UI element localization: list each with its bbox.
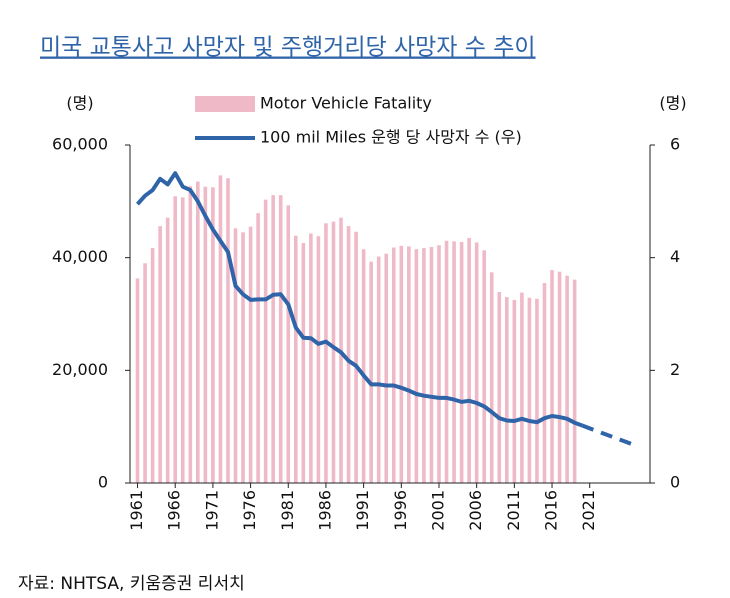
bar xyxy=(535,298,539,483)
projection-line xyxy=(581,423,636,448)
bar xyxy=(550,270,554,483)
bar xyxy=(150,248,155,483)
bar xyxy=(354,231,358,483)
x-tick-label: 1961 xyxy=(127,490,146,531)
source: 자료: NHTSA, 키움증권 리서치 xyxy=(18,574,245,594)
bar xyxy=(324,223,328,483)
bar xyxy=(489,272,494,483)
bar xyxy=(422,248,426,483)
bar xyxy=(572,279,577,483)
bar xyxy=(429,246,434,483)
bar xyxy=(165,217,170,484)
bar xyxy=(271,195,275,484)
bar xyxy=(361,249,366,483)
bar xyxy=(278,195,283,484)
bar xyxy=(293,235,298,483)
bar xyxy=(497,292,502,483)
bar xyxy=(512,299,517,483)
y2-tick-label: 0 xyxy=(670,473,680,492)
legend-swatch xyxy=(195,96,255,112)
x-tick-label: 1981 xyxy=(278,490,297,531)
bar xyxy=(135,278,140,483)
bar xyxy=(369,261,373,483)
bar xyxy=(542,283,547,483)
bar xyxy=(474,242,479,483)
x-tick-label: 2016 xyxy=(542,490,561,531)
y2-tick-label: 6 xyxy=(670,135,680,154)
bar xyxy=(444,240,449,483)
bar xyxy=(180,197,185,483)
y-tick-label: 60,000 xyxy=(52,135,108,154)
bar xyxy=(437,245,441,483)
bar xyxy=(286,205,291,483)
legend-label: 100 mil Miles 운행 당 사망자 수 (우) xyxy=(260,128,522,147)
bar xyxy=(505,297,509,483)
x-tick-label: 1996 xyxy=(391,490,410,531)
x-tick-label: 1966 xyxy=(165,490,184,531)
bar xyxy=(407,246,411,483)
y-tick-label: 20,000 xyxy=(52,360,108,379)
bar xyxy=(233,228,238,483)
bar xyxy=(527,297,532,483)
bar xyxy=(376,256,381,483)
bar xyxy=(241,232,245,483)
y-tick-label: 0 xyxy=(98,473,108,492)
legend-label: Motor Vehicle Fatality xyxy=(260,94,432,113)
bar xyxy=(520,292,524,483)
bar xyxy=(482,250,487,483)
bar xyxy=(346,226,351,483)
bar xyxy=(399,245,404,483)
bar xyxy=(158,226,162,483)
x-tick-label: 1971 xyxy=(202,490,221,531)
line xyxy=(136,171,583,428)
bar xyxy=(173,196,178,483)
x-tick-label: 1986 xyxy=(315,490,334,531)
bar xyxy=(301,243,306,483)
bar xyxy=(391,247,396,483)
y-unit: (명) xyxy=(66,94,93,113)
bar xyxy=(226,178,230,483)
chart-title: 미국 교통사고 사망자 및 주행거리당 사망자 수 추이 xyxy=(40,35,536,61)
bar xyxy=(188,186,193,483)
bar xyxy=(196,181,200,483)
bar xyxy=(384,253,389,483)
y2-tick-label: 2 xyxy=(670,360,680,379)
bar xyxy=(316,236,321,483)
x-tick-label: 1976 xyxy=(240,490,259,531)
y2-tick-label: 4 xyxy=(670,247,680,266)
bar xyxy=(143,263,147,483)
bar xyxy=(203,186,208,484)
y-tick-label: 40,000 xyxy=(52,247,108,266)
bar xyxy=(557,271,562,483)
y2-unit: (명) xyxy=(659,94,686,113)
bar xyxy=(331,221,336,483)
bar xyxy=(248,226,253,483)
bar xyxy=(256,213,260,483)
bar xyxy=(459,241,464,483)
x-tick-label: 1991 xyxy=(353,490,372,531)
bar xyxy=(211,187,215,483)
bar xyxy=(467,237,471,483)
bar xyxy=(218,175,223,484)
x-tick-label: 2021 xyxy=(579,490,598,531)
bar xyxy=(452,241,456,483)
bar xyxy=(263,199,268,484)
bar xyxy=(565,275,569,483)
x-tick-label: 2001 xyxy=(428,490,447,531)
x-tick-label: 2006 xyxy=(466,490,485,531)
x-tick-label: 2011 xyxy=(504,490,523,531)
bar xyxy=(414,249,419,483)
bar xyxy=(309,233,313,483)
